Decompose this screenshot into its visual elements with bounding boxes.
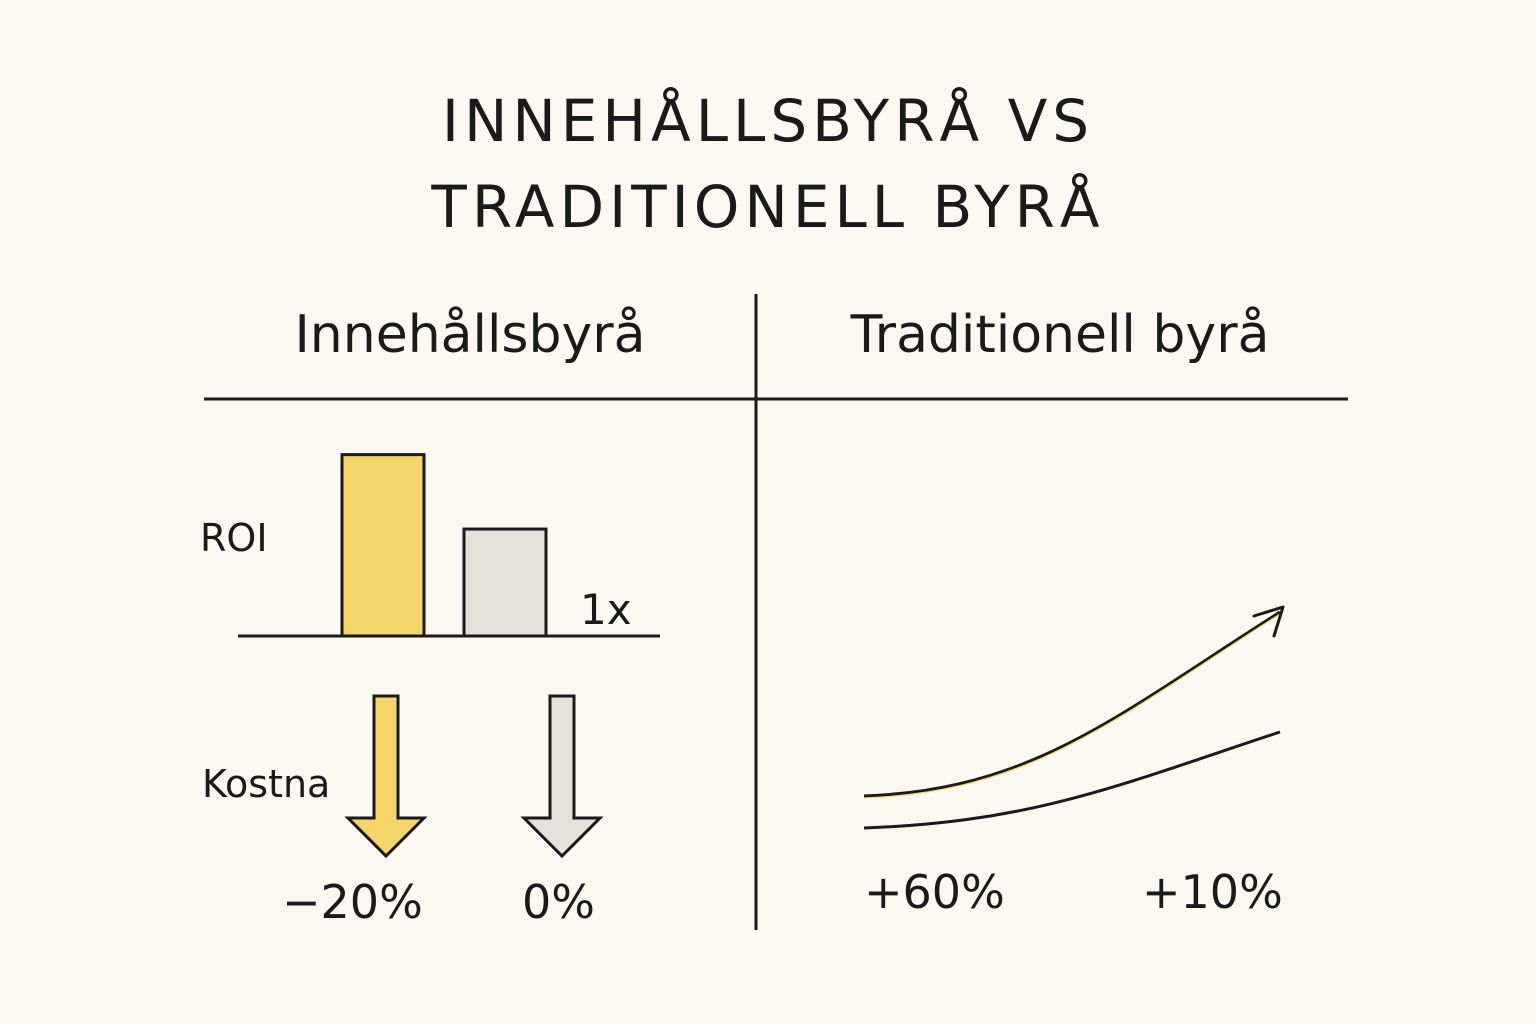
column-header-innehallsbyra: Innehållsbyrå (294, 305, 646, 365)
growth-label-innehallsbyra: +60% (864, 865, 1005, 919)
roi-bar-traditionell (462, 527, 548, 638)
cost-axis-label: Kostna (202, 762, 331, 806)
cost-value-innehallsbyra: −20% (282, 875, 423, 929)
growth-label-traditionell: +10% (1142, 865, 1283, 919)
growth-line-highlight (863, 613, 1281, 799)
roi-bar-innehallsbyra (340, 453, 426, 638)
chart-title-line-2: TRADITIONELL BYRÅ (431, 173, 1105, 241)
cost-arrow-innehallsbyra (344, 694, 428, 859)
growth-line-innehallsbyra (863, 610, 1281, 798)
roi-axis-label: ROI (200, 516, 268, 560)
chart-title-line-1: INNEHÅLLSBYRÅ VS (441, 87, 1095, 155)
cost-value-traditionell: 0% (522, 875, 595, 929)
growth-arrowhead (1252, 605, 1285, 638)
roi-reference-label: 1x (580, 585, 632, 634)
column-header-traditionell-byra: Traditionell byrå (850, 305, 1270, 365)
growth-line-traditionell (863, 730, 1281, 830)
cost-arrow-traditionell (520, 694, 604, 859)
